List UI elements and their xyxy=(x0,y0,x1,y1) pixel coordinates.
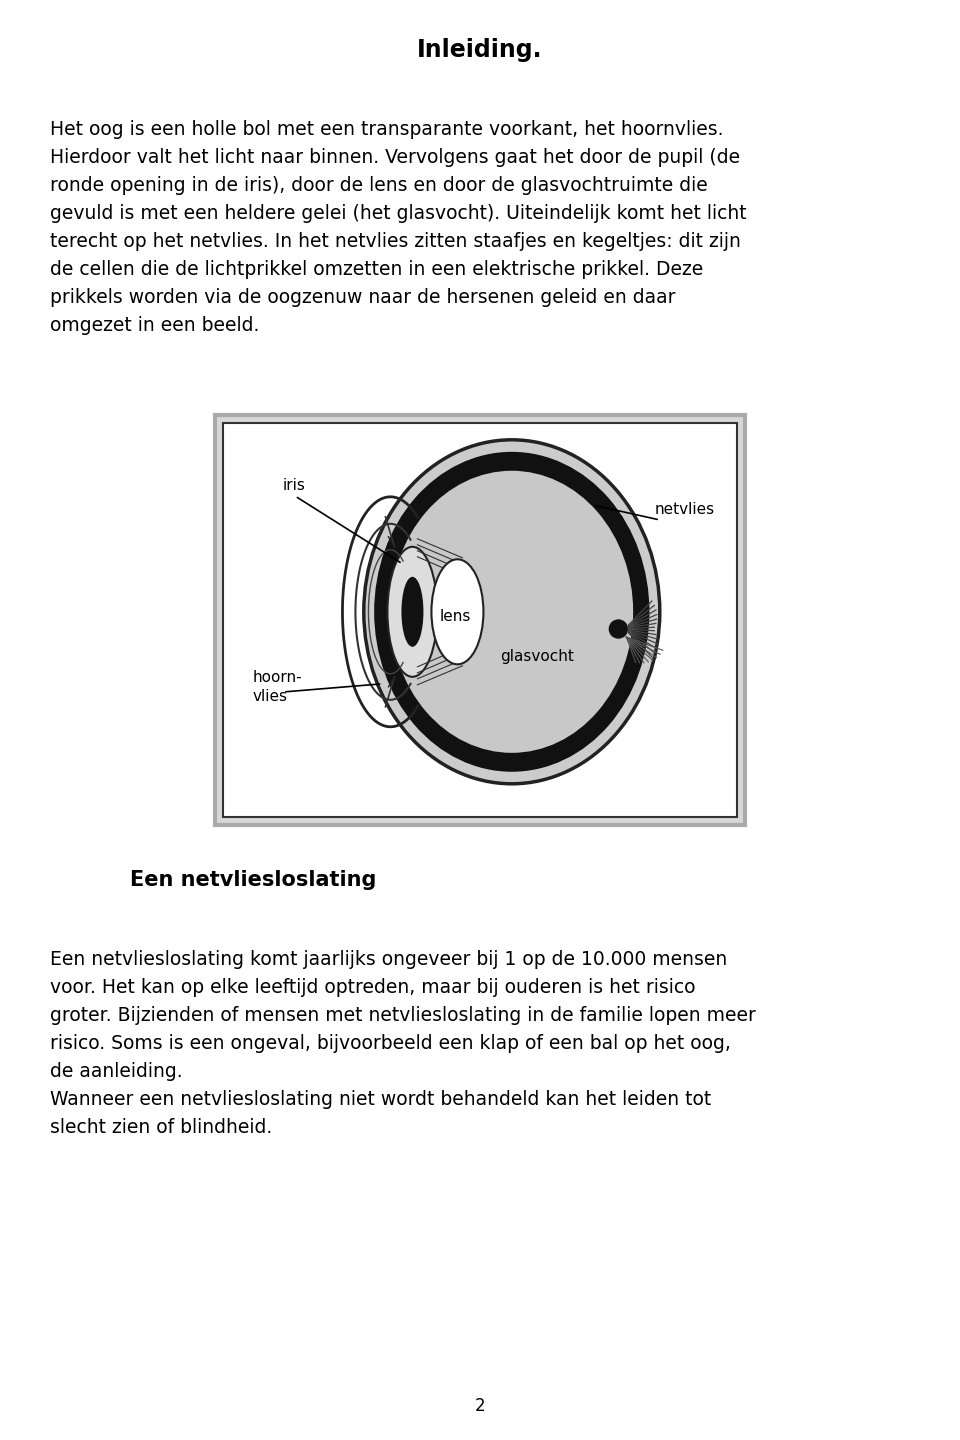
Ellipse shape xyxy=(431,559,484,664)
Bar xyxy=(223,423,737,816)
Circle shape xyxy=(610,621,628,638)
Ellipse shape xyxy=(401,577,423,647)
Ellipse shape xyxy=(388,547,438,677)
Text: Een netvliesloslating komt jaarlijks ongeveer bij 1 op de 10.000 mensen
voor. He: Een netvliesloslating komt jaarlijks ong… xyxy=(50,950,756,1138)
Text: netvlies: netvlies xyxy=(655,503,715,517)
Ellipse shape xyxy=(374,452,650,772)
Bar xyxy=(215,415,745,825)
Text: iris: iris xyxy=(283,478,306,492)
Ellipse shape xyxy=(364,439,660,783)
Text: 2: 2 xyxy=(474,1397,486,1416)
Text: glasvocht: glasvocht xyxy=(500,649,574,664)
Text: lens: lens xyxy=(440,609,471,625)
Text: Inleiding.: Inleiding. xyxy=(418,37,542,62)
Ellipse shape xyxy=(391,471,634,753)
Text: hoorn-
vlies: hoorn- vlies xyxy=(253,670,302,704)
Text: Het oog is een holle bol met een transparante voorkant, het hoornvlies.
Hierdoor: Het oog is een holle bol met een transpa… xyxy=(50,120,747,336)
Text: Een netvliesloslating: Een netvliesloslating xyxy=(130,870,376,890)
